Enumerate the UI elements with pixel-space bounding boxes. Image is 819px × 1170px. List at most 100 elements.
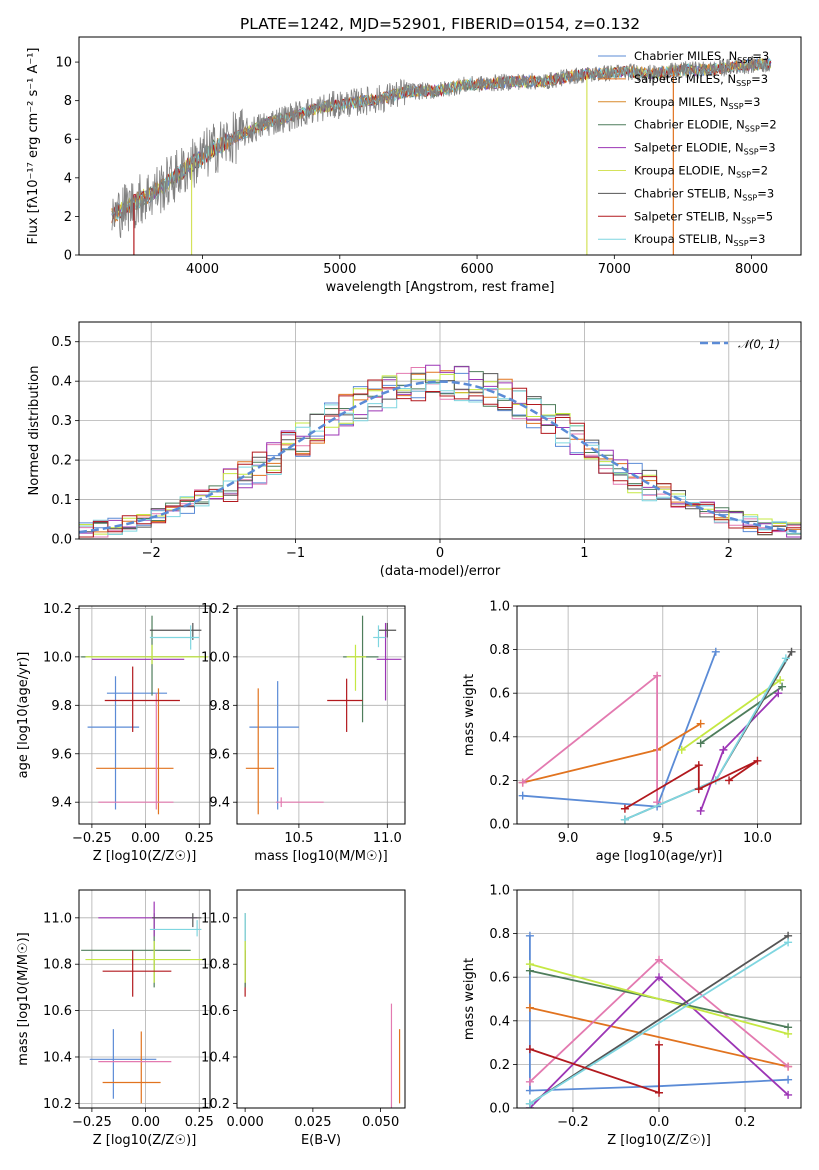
y-tick-label: 8 [64, 94, 72, 109]
x-tick-label: 0.2 [735, 1115, 756, 1130]
x-tick-label: 0.00 [131, 1115, 160, 1130]
weight-marker [525, 1003, 534, 1012]
age_vs_Z-plot-area [81, 615, 208, 815]
histogram-stelib_salpeter [79, 379, 801, 538]
y-tick-label: 0.2 [489, 1058, 510, 1073]
y-tick-label: 9.8 [51, 699, 72, 714]
y-tick-label: 10.4 [201, 1050, 230, 1065]
weight-line-stelib_kroupa [529, 941, 789, 1105]
mass_vs_ebv-axes: 0.000 0.025 0.050 10.2 10.4 10.6 10.8 11.0 E(B-V… [201, 911, 399, 1148]
x-tick-label: 0.25 [185, 1115, 214, 1130]
y-axis-label: mass [log10(M/M☉)] [16, 932, 31, 1065]
x-tick-label: 0.050 [362, 1115, 399, 1130]
y-tick-label: 10 [55, 56, 72, 71]
weight-marker [620, 804, 629, 813]
data-spectrum-line [111, 55, 772, 239]
mass_vs_ebv-plot-area [244, 913, 401, 1108]
age_vs_Z-frame [78, 605, 211, 825]
weight-line-pink [522, 673, 658, 803]
weight-marker [784, 1090, 793, 1099]
legend-label: Kroupa STELIB, NSSP=3 [634, 232, 765, 248]
weight_vs_age-frame [516, 605, 802, 825]
y-tick-label: 9.6 [209, 747, 230, 762]
x-tick-label: 6000 [461, 262, 494, 277]
spectrum-axes: 4000 5000 6000 7000 8000 0 2 4 6 8 10 wavelength [A… [26, 48, 768, 296]
x-tick-label: 10.5 [284, 831, 313, 846]
y-tick-label: 0.4 [51, 375, 72, 390]
x-tick-label: 9.0 [558, 831, 579, 846]
weight-marker [655, 955, 663, 964]
weight-line-elodie_chabrier [700, 685, 783, 745]
weight-marker [725, 776, 734, 785]
x-tick-label: 0.0 [649, 1115, 670, 1130]
y-tick-label: 0.2 [489, 774, 510, 789]
legend-label: Kroupa MILES, NSSP=3 [634, 95, 760, 111]
weight-marker [525, 1045, 534, 1054]
x-tick-label: 0.00 [131, 831, 160, 846]
y-tick-label: 2 [64, 210, 72, 225]
y-axis-label: Normed distribution [27, 366, 42, 496]
y-tick-label: 0.0 [489, 818, 510, 833]
y-tick-label: 10.2 [43, 602, 72, 617]
age_vs_mass-frame [236, 605, 406, 825]
x-tick-label: 0.25 [185, 831, 214, 846]
weight-marker [525, 1099, 534, 1108]
weight-marker [518, 778, 527, 787]
weight-marker [711, 647, 720, 656]
y-tick-label: 10.6 [43, 1004, 72, 1019]
y-tick-label: 0.4 [489, 730, 510, 745]
x-tick-label: −0.25 [72, 1115, 112, 1130]
spectrum-plot-area [111, 55, 772, 255]
weight_vs_Z-plot-area [525, 931, 793, 1108]
y-tick-label: 11.0 [43, 911, 72, 926]
y-tick-label: 10.0 [201, 650, 230, 665]
weight-line-miles_salpeter [522, 722, 702, 784]
x-tick-label: −2 [142, 546, 161, 561]
weight-marker [655, 1088, 663, 1097]
y-tick-label: 0.5 [51, 335, 72, 350]
weight_vs_age-plot-area [518, 647, 796, 824]
weight-marker [719, 745, 728, 754]
mass_vs_Z-axes: −0.25 0.00 0.25 10.2 10.4 10.6 10.8 11.0 Z [log1… [16, 890, 214, 1148]
weight-marker [784, 1075, 793, 1084]
x-axis-label: age [log10(age/yr)] [596, 849, 723, 864]
y-tick-label: 0.8 [489, 643, 510, 658]
x-tick-label: −0.2 [557, 1115, 589, 1130]
weight-line-miles_chabrier [522, 651, 717, 808]
x-tick-label: 9.5 [652, 831, 673, 846]
legend-label: 𝒩(0, 1) [738, 337, 780, 351]
weight-marker [696, 739, 705, 748]
weight-marker [774, 689, 783, 698]
weight-line-miles_chabrier [529, 935, 789, 1092]
weight-line-stelib_salpeter [624, 759, 759, 810]
x-tick-label: 5000 [323, 262, 356, 277]
x-axis-label: (data-model)/error [380, 564, 501, 579]
model-line-salpeter-stelib [111, 58, 772, 223]
legend-label: Chabrier ELODIE, NSSP=2 [634, 118, 777, 134]
x-tick-label: 0.000 [227, 1115, 264, 1130]
weight-marker [778, 682, 787, 691]
weight-marker [696, 806, 705, 815]
residuals-plot-area [79, 364, 801, 538]
weight-marker [525, 1086, 534, 1095]
weight-line-stelib_salpeter [529, 1044, 660, 1094]
mass_vs_Z-plot-area [81, 901, 206, 1104]
x-tick-label: 11.0 [373, 831, 402, 846]
weight-marker [787, 647, 796, 656]
y-tick-label: 0.6 [489, 971, 510, 986]
weight-marker [753, 756, 762, 765]
weight-marker [525, 960, 534, 969]
weight-line-elodie_salpeter [699, 692, 779, 812]
x-tick-label: 4000 [186, 262, 219, 277]
normal-curve [79, 380, 801, 534]
y-tick-label: 0.1 [51, 493, 72, 508]
weight-marker [781, 654, 790, 663]
weight_vs_age-axes: 9.0 9.5 10.0 0.0 0.2 0.4 0.6 0.8 1.0 age [log10(a… [462, 600, 801, 864]
legend-label: Kroupa ELODIE, NSSP=2 [634, 164, 768, 180]
x-axis-label: E(B-V) [301, 1133, 341, 1148]
residuals-legend: 𝒩(0, 1) [700, 337, 780, 351]
mass_vs_Z-frame [78, 889, 211, 1109]
y-tick-label: 10.2 [201, 1097, 230, 1112]
age_vs_mass-plot-area [245, 615, 402, 815]
